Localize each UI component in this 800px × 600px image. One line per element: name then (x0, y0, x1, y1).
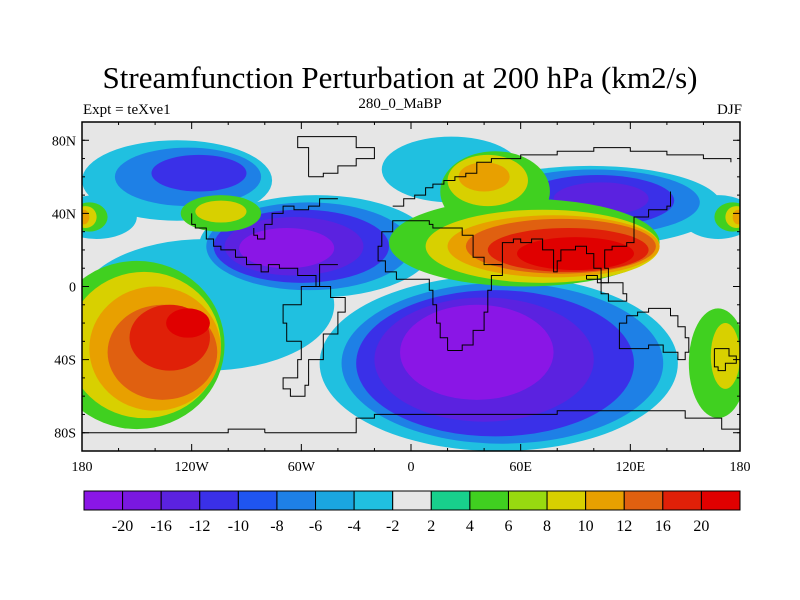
lat-tick-label: 80N (52, 134, 76, 149)
colorbar-swatch (662, 490, 702, 511)
colorbar-label: -6 (309, 518, 322, 535)
coastline (377, 220, 503, 351)
contour-band (732, 209, 740, 225)
contour-band (151, 154, 247, 192)
season-label: DJF (716, 102, 742, 118)
colorbar-label: 4 (466, 518, 474, 535)
colorbar-swatch (353, 490, 394, 511)
lon-tick-label: 60E (509, 460, 532, 475)
lat-tick-label: 0 (69, 281, 76, 296)
coastline (392, 147, 732, 207)
colorbar-label: -10 (228, 518, 249, 535)
colorbar-swatch (507, 490, 548, 511)
colorbar-swatch (469, 490, 509, 511)
colorbar-label: 8 (543, 518, 551, 535)
map-title: Streamfunction Perturbation at 200 hPa (… (102, 60, 698, 95)
colorbar-swatch (430, 490, 471, 511)
contour-band (166, 308, 210, 338)
lon-tick-label: 180 (730, 460, 751, 475)
coastline (713, 348, 737, 372)
coastline (264, 410, 740, 434)
lon-tick-label: 120W (175, 460, 210, 475)
colorbar-label: -2 (386, 518, 399, 535)
contour-fills (82, 136, 740, 451)
colorbar-swatch (276, 490, 317, 511)
colorbar-swatch (700, 490, 741, 511)
colorbar-label: 20 (693, 518, 709, 535)
contour-band (517, 237, 634, 271)
colorbar-swatch (237, 490, 278, 511)
experiment-label: Expt = teXve1 (83, 102, 171, 118)
coastline (297, 136, 375, 178)
colorbar-label: -4 (347, 518, 360, 535)
coastline (618, 307, 690, 361)
colorbar-swatch (585, 490, 625, 511)
colorbar-label: 6 (504, 518, 512, 535)
lon-tick-label: 60W (288, 460, 316, 475)
colorbar-label: 2 (427, 518, 435, 535)
colorbar-swatch (83, 490, 124, 511)
coastlines (82, 136, 740, 434)
contour-band (195, 200, 247, 223)
axis-tick-labels: 80N 40N 0 40S 80S 180 120W 60W 0 60E 120E 180 (52, 134, 751, 475)
coastline (253, 198, 338, 240)
contour-band (400, 304, 554, 400)
axis-ticks (81, 121, 741, 452)
contour-band (239, 228, 335, 269)
colorbar-swatch (623, 490, 664, 511)
colorbar-swatch (122, 490, 162, 511)
colorbar-label: -12 (189, 518, 210, 535)
colorbar-swatch (315, 490, 355, 511)
coastline (586, 275, 628, 302)
lat-tick-label: 80S (54, 427, 76, 442)
coastline (82, 428, 266, 434)
coastline (191, 213, 346, 397)
colorbar-label: 12 (616, 518, 632, 535)
colorbar-label: 10 (578, 518, 594, 535)
lon-tick-label: 120E (616, 460, 646, 475)
colorbar-swatch (160, 490, 201, 511)
colorbar-swatch (392, 490, 432, 511)
lon-tick-label: 180 (72, 460, 93, 475)
lon-tick-label: 0 (408, 460, 415, 475)
contour-band (458, 162, 510, 192)
lat-tick-label: 40S (54, 354, 76, 369)
coastline (491, 191, 671, 284)
colorbar-swatch (546, 490, 587, 511)
period-label: 280_0_MaBP (358, 96, 442, 112)
colorbar-swatch (199, 490, 239, 511)
colorbar: -20 -16 -12 -10 -8 -6 -4 -2 2 4 6 8 10 12 16 20 (83, 490, 741, 535)
contour-band (710, 323, 740, 389)
lat-tick-label: 40N (52, 207, 76, 222)
colorbar-label: -16 (151, 518, 172, 535)
contour-band (82, 209, 90, 225)
colorbar-label: -8 (270, 518, 283, 535)
colorbar-label: 16 (655, 518, 671, 535)
colorbar-label: -20 (112, 518, 133, 535)
